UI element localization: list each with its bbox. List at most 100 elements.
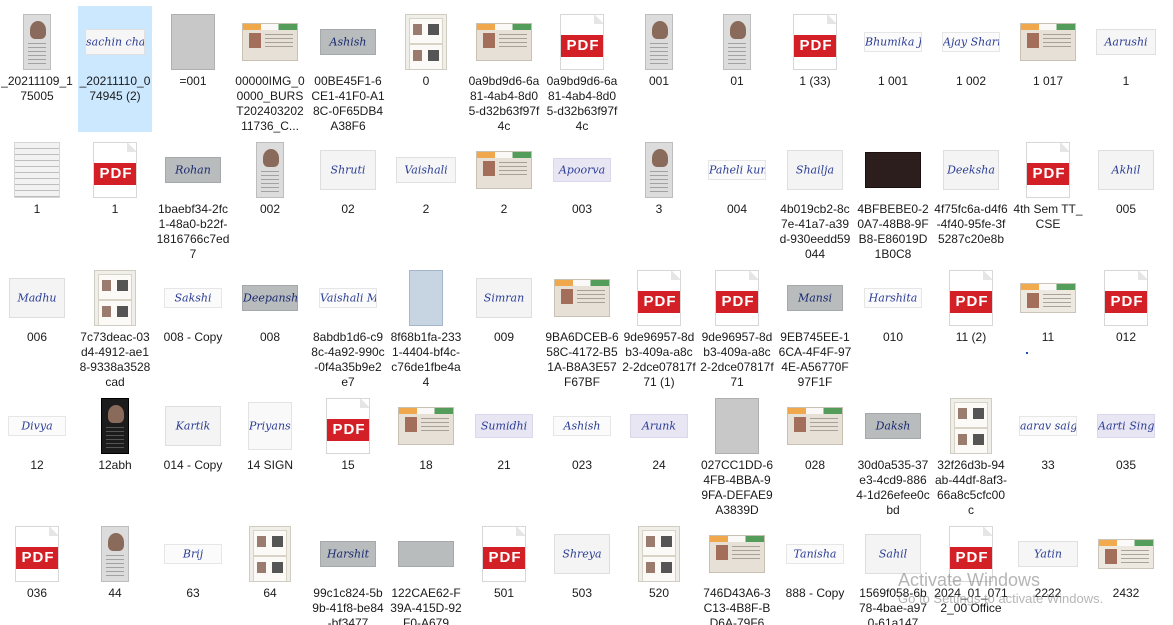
file-item[interactable]: 001	[622, 6, 696, 132]
file-item[interactable]: Akhil 005	[1089, 134, 1163, 260]
signature-thumbnail: Priyanshi	[248, 402, 292, 450]
signature-text: Deepansh	[243, 291, 297, 305]
file-item[interactable]: PDF 9de96957-8db3-409a-a8c2-2dce07817f71 …	[622, 262, 696, 389]
file-item[interactable]: 18	[389, 390, 463, 516]
file-item[interactable]: 32f26d3b-94ab-44df-8af3-66a8c5cfc00c	[934, 390, 1008, 517]
file-item[interactable]: Mansi 9EB745EE-16CA-4F4F-974E-A56770F97F1…	[778, 262, 852, 389]
signature-thumbnail	[865, 152, 921, 188]
file-item[interactable]: 0a9bd9d6-6a81-4ab4-8d05-d32b63f97f4c	[467, 6, 541, 133]
file-item[interactable]: _20211109_175005	[0, 6, 74, 132]
file-item[interactable]: Ashish 023	[545, 390, 619, 516]
file-thumbnail-area	[389, 522, 463, 586]
file-item[interactable]: Bhumika Jaiswal 1 001	[856, 6, 930, 132]
file-item[interactable]: 12abh	[78, 390, 152, 516]
file-name-label: 24	[652, 458, 666, 472]
file-item[interactable]: Aarti Singh 035	[1089, 390, 1163, 516]
file-item[interactable]: Madhu 006	[0, 262, 74, 388]
file-item[interactable]: Tanisha 888 - Copy	[778, 518, 852, 625]
image-thumbnail	[171, 14, 215, 70]
file-item[interactable]: Vaishali 2	[389, 134, 463, 260]
file-item[interactable]: Apoorva 003	[545, 134, 619, 260]
file-item[interactable]: Harshita 010	[856, 262, 930, 388]
file-name-label: 9EB745EE-16CA-4F4F-974E-A56770F97F1F	[778, 330, 852, 389]
file-name-label: 008	[259, 330, 281, 344]
file-thumbnail-area: Sahil	[856, 522, 930, 586]
file-item[interactable]: Arunk 24	[622, 390, 696, 516]
signature-text: Kartik	[175, 419, 211, 433]
file-name-label: 012	[1115, 330, 1137, 344]
file-item[interactable]: Paheli kumari 004	[700, 134, 774, 260]
file-item[interactable]: =001	[156, 6, 230, 132]
file-thumbnail-area: Yatin	[1011, 522, 1085, 586]
file-item[interactable]: 9BA6DCEB-658C-4172-B51A-B8A3E57F67BF	[545, 262, 619, 389]
file-item[interactable]: sachin chaudhary _20211110_074945 (2)	[78, 6, 152, 132]
file-item[interactable]: 2432	[1089, 518, 1163, 625]
signature-thumbnail: Brij	[164, 544, 222, 564]
file-item[interactable]: 028	[778, 390, 852, 516]
file-item[interactable]: 746D43A6-3C13-4B8F-BD6A-79F6	[700, 518, 774, 625]
file-item[interactable]: PDF 0a9bd9d6-6a81-4ab4-8d05-d32b63f97f4c	[545, 6, 619, 133]
file-item[interactable]: PDF 036	[0, 518, 74, 625]
file-item[interactable]: 4BFBEBE0-20A7-48B8-9FB8-E86019D1B0C8	[856, 134, 930, 261]
file-name-label: 2024_01_0712_00 Office	[934, 586, 1008, 615]
file-item[interactable]: aarav saigal 33	[1011, 390, 1085, 516]
file-item[interactable]: 00000IMG_00000_BURST20240320211736_C...	[233, 6, 307, 133]
file-item[interactable]: 64	[233, 518, 307, 625]
file-item[interactable]: Simran 009	[467, 262, 541, 388]
file-item[interactable]: Daksh 30d0a535-37e3-4cd9-8864-1d26efee0cb…	[856, 390, 930, 517]
file-item[interactable]: Ashish 00BE45F1-6CE1-41F0-A18C-0F65DB4A38…	[311, 6, 385, 133]
file-item[interactable]: PDF 012	[1089, 262, 1163, 388]
file-item[interactable]: 1	[0, 134, 74, 260]
file-item[interactable]: 122CAE62-F39A-415D-92F0-A679	[389, 518, 463, 625]
file-item[interactable]: Deeksha 4f75fc6a-d4f6-4f40-95fe-3f5287c20…	[934, 134, 1008, 260]
file-item[interactable]: 0	[389, 6, 463, 132]
pdf-badge: PDF	[16, 547, 58, 569]
file-item[interactable]: Aarushi 1	[1089, 6, 1163, 132]
file-name-label: 15	[341, 458, 355, 472]
file-item[interactable]: 11	[1011, 262, 1085, 388]
file-item[interactable]: Vaishali Maurya 8abdb1d6-c98c-4a92-990c-0…	[311, 262, 385, 389]
file-item[interactable]: 3	[622, 134, 696, 260]
file-item[interactable]: 44	[78, 518, 152, 625]
file-thumbnail-area: Shreya	[545, 522, 619, 586]
file-item[interactable]: Harshit 99c1c824-5b9b-41f8-be84-bf3477	[311, 518, 385, 625]
file-item[interactable]: Sakshi 008 - Copy	[156, 262, 230, 388]
file-item[interactable]: PDF 11 (2)	[934, 262, 1008, 388]
file-item[interactable]: 520	[622, 518, 696, 625]
file-item[interactable]: 01	[700, 6, 774, 132]
file-item[interactable]: PDF 1 (33)	[778, 6, 852, 132]
file-item[interactable]: PDF 501	[467, 518, 541, 625]
file-item[interactable]: Yatin 2222	[1011, 518, 1085, 625]
file-item[interactable]: Ajay Sharma 1 002	[934, 6, 1008, 132]
file-item[interactable]: Shruti 02	[311, 134, 385, 260]
card-photo	[794, 417, 806, 432]
file-item[interactable]: 7c73deac-03d4-4912-ae18-9338a3528cad	[78, 262, 152, 389]
file-item[interactable]: Brij 63	[156, 518, 230, 625]
file-name-label: 4b019cb2-8c7e-41a7-a39d-930eedd59044	[779, 202, 851, 261]
file-item[interactable]: Shreya 503	[545, 518, 619, 625]
file-item[interactable]: PDF 9de96957-8db3-409a-a8c2-2dce07817f71	[700, 262, 774, 389]
file-item[interactable]: 8f68b1fa-2331-4404-bf4c-c76de1fbe4a4	[389, 262, 463, 389]
id-front	[253, 530, 287, 556]
file-item[interactable]: Kartik 014 - Copy	[156, 390, 230, 516]
signature-thumbnail: Shailja	[787, 150, 843, 190]
file-item[interactable]: PDF 1	[78, 134, 152, 260]
file-item[interactable]: Rohan 1baebf34-2fc1-48a0-b22f-1816766c7ed…	[156, 134, 230, 261]
file-item[interactable]: Sahil 1569f058-6b78-4bae-a970-61a147	[856, 518, 930, 625]
file-item[interactable]: Shailja 4b019cb2-8c7e-41a7-a39d-930eedd59…	[778, 134, 852, 261]
file-item[interactable]: 1 017	[1011, 6, 1085, 132]
file-item[interactable]: PDF 2024_01_0712_00 Office	[934, 518, 1008, 625]
photo-thumbnail	[101, 526, 129, 582]
file-item[interactable]: 027CC1DD-64FB-4BBA-99FA-DEFAE9A3839D	[700, 390, 774, 517]
file-item[interactable]: PDF 4th Sem TT_CSE	[1011, 134, 1085, 260]
file-item[interactable]: Divya 12	[0, 390, 74, 516]
file-item[interactable]: 2	[467, 134, 541, 260]
file-item[interactable]: PDF 15	[311, 390, 385, 516]
pdf-badge: PDF	[950, 547, 992, 569]
file-item[interactable]: 002	[233, 134, 307, 260]
file-item[interactable]: Sumidhi 21	[467, 390, 541, 516]
file-item[interactable]: Priyanshi 14 SIGN	[233, 390, 307, 516]
id-card-thumbnail	[242, 23, 298, 61]
file-item[interactable]: Deepansh 008	[233, 262, 307, 388]
